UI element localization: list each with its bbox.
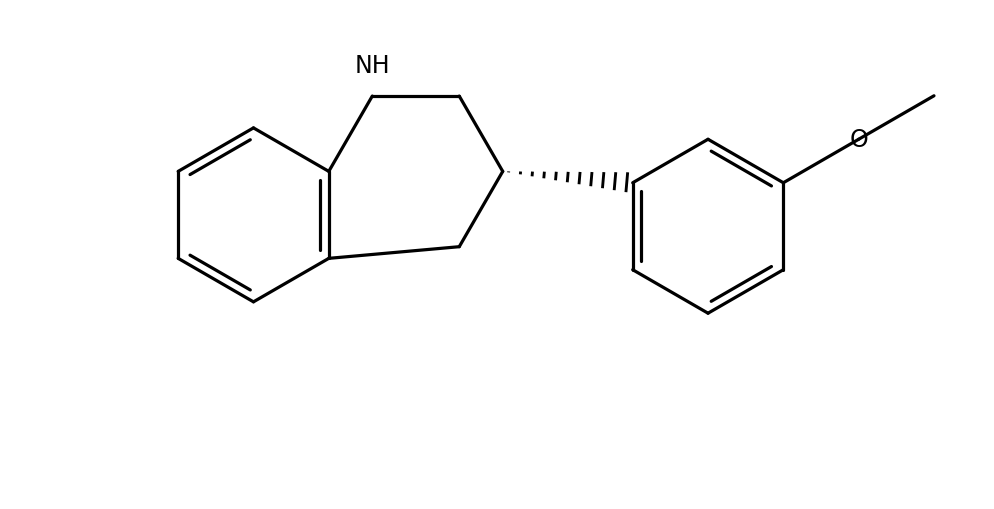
Text: O: O bbox=[849, 128, 868, 152]
Text: NH: NH bbox=[355, 54, 390, 78]
